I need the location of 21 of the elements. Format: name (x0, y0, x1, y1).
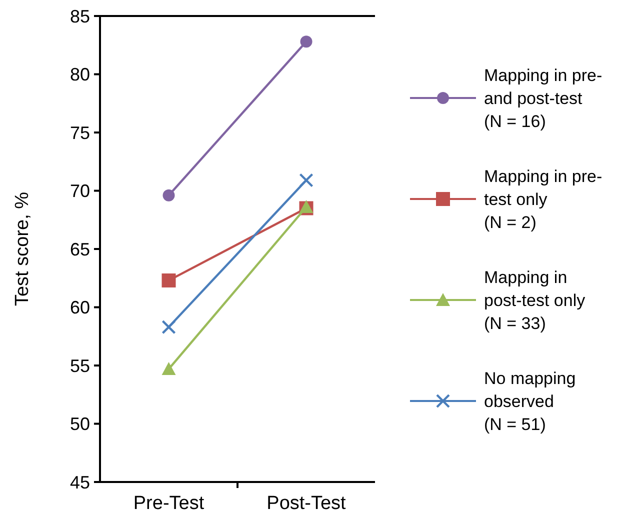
y-tick-label: 50 (70, 414, 90, 434)
point (162, 273, 176, 288)
y-tick-label: 70 (70, 181, 90, 202)
x-tick-label: Pre-Test (133, 493, 205, 514)
legend-label: Mapping in pre- test only (N = 2) (484, 166, 602, 232)
y-axis-title: Test score, % (12, 192, 33, 306)
y-tick-label: 45 (70, 472, 90, 492)
legend-label: No mapping observed (N = 51) (484, 368, 576, 434)
point (162, 189, 175, 202)
y-tick-label: 55 (70, 356, 90, 376)
y-tick-label: 85 (70, 6, 90, 26)
legend-label: Mapping in pre- and post-test (N = 16) (484, 66, 602, 131)
y-tick-label: 75 (70, 122, 90, 143)
point (162, 320, 176, 334)
point (299, 173, 314, 188)
x-tick-label: Post-Test (266, 493, 347, 514)
y-tick-label: 60 (70, 298, 90, 318)
y-tick-label: 65 (70, 239, 90, 260)
point (300, 36, 312, 48)
y-tick-label: 80 (70, 64, 90, 85)
legend-label: Mapping in post-test only (N = 33) (484, 268, 586, 333)
